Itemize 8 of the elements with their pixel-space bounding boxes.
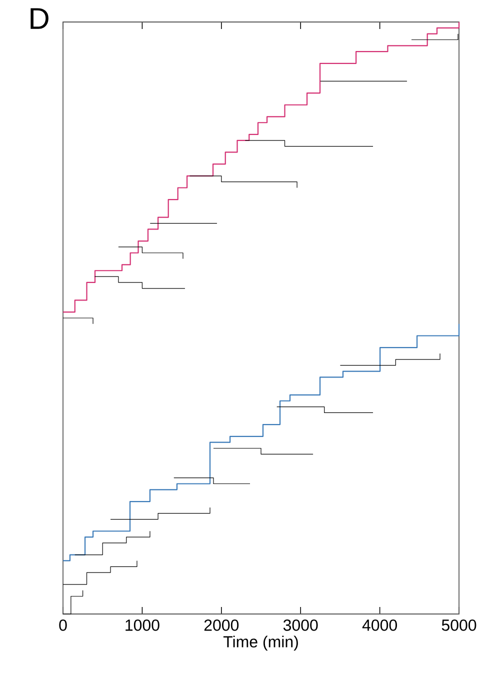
x-tick-label: 2000 xyxy=(204,620,239,631)
x-tick-label: 1000 xyxy=(126,620,160,631)
text: D xyxy=(30,8,48,29)
x-tick-label: 3000 xyxy=(283,620,318,631)
x-tick-label: 4000 xyxy=(362,620,397,631)
x-tick-label: 5000 xyxy=(442,620,476,631)
x-tick-label: 0 xyxy=(59,620,67,631)
x-axis-title: Time (min) xyxy=(223,636,298,651)
